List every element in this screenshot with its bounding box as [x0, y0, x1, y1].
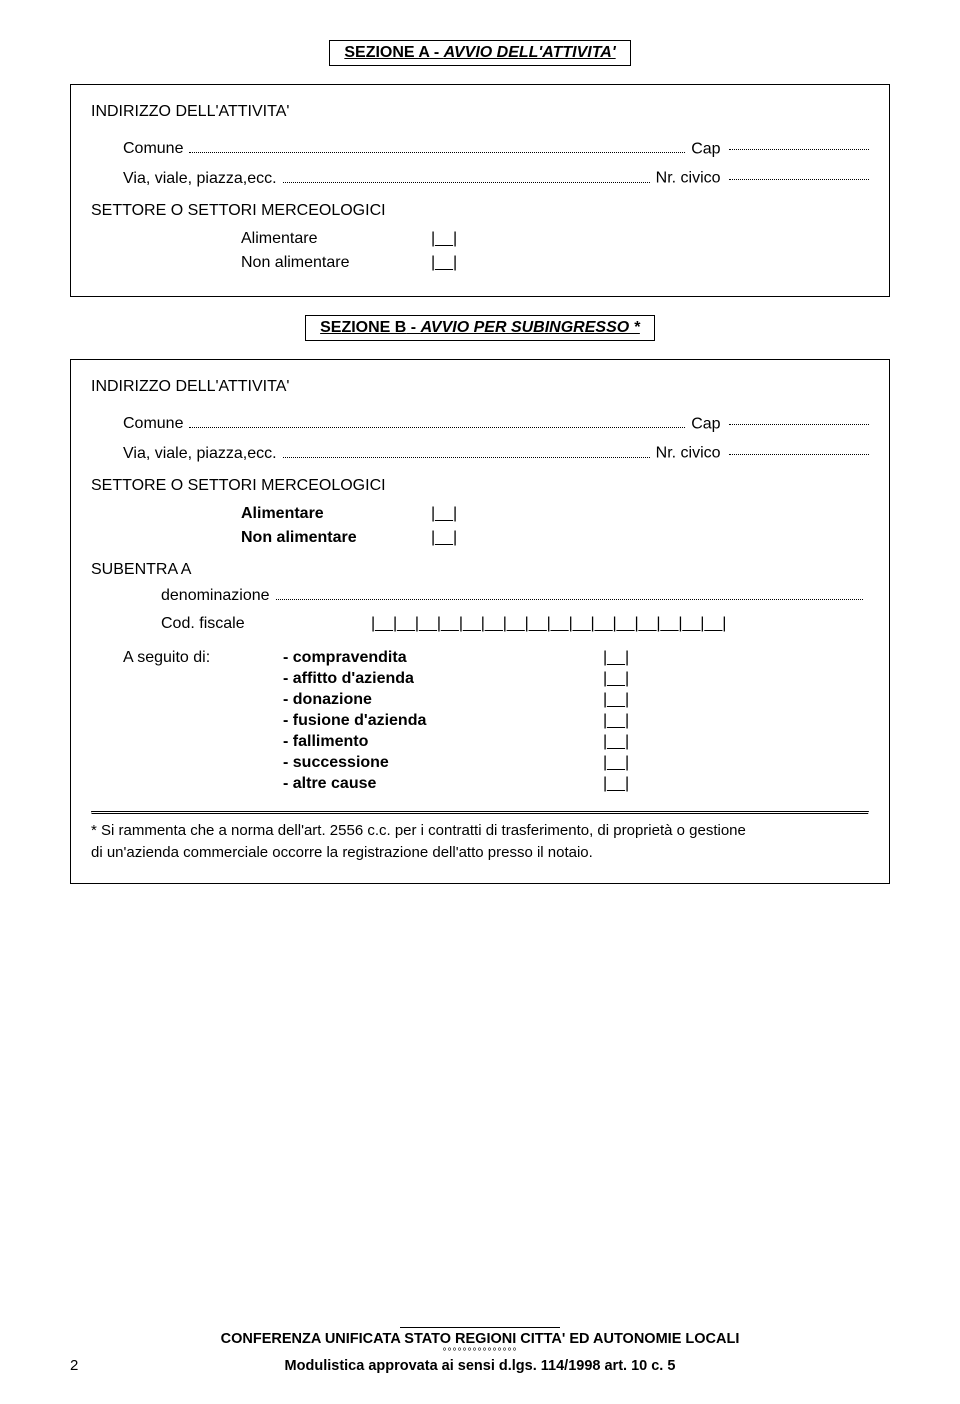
via-label-a: Via, viale, piazza,ecc. [123, 170, 277, 188]
item-affitto: - affitto d'azienda [283, 670, 603, 688]
cap-wrap-b: Cap [691, 410, 869, 433]
via-dots-b [283, 442, 650, 457]
checkbox-fusione[interactable]: |__| [603, 712, 629, 730]
item-fallimento: - fallimento [283, 733, 603, 751]
nonalimentare-checkbox-a[interactable]: |__| [431, 254, 457, 272]
nrcivico-dots-b [729, 439, 869, 454]
aseguito-label: A seguito di: [123, 649, 283, 667]
cap-label-a: Cap [691, 140, 720, 157]
nrcivico-wrap-b: Nr. civico [656, 439, 869, 462]
via-dots-a [283, 167, 650, 182]
comune-dots-a [189, 138, 685, 153]
section-b-title-wrap: SEZIONE B - AVVIO PER SUBINGRESSO * [70, 315, 890, 341]
cap-label-b: Cap [691, 415, 720, 432]
row-compravendita: A seguito di: - compravendita |__| [91, 649, 869, 667]
checkbox-successione[interactable]: |__| [603, 754, 629, 772]
alimentare-checkbox-b[interactable]: |__| [431, 505, 457, 523]
row-via-a: Via, viale, piazza,ecc. Nr. civico [91, 164, 869, 187]
denominazione-dots [276, 585, 863, 600]
alimentare-label-a: Alimentare [241, 230, 431, 248]
cap-dots-b [729, 410, 869, 425]
row-nonalimentare-a: Non alimentare |__| [91, 254, 869, 272]
checkbox-fallimento[interactable]: |__| [603, 733, 629, 751]
footer-degrees: °°°°°°°°°°°°°°° [70, 1347, 890, 1358]
comune-label-a: Comune [123, 140, 183, 158]
row-denominazione: denominazione [91, 585, 869, 605]
section-a-title-italic: AVVIO DELL'ATTIVITA' [444, 44, 616, 61]
checkbox-compravendita[interactable]: |__| [603, 649, 629, 667]
codfiscale-label: Cod. fiscale [161, 615, 371, 633]
row-fallimento: - fallimento |__| [91, 733, 869, 751]
footnote-line1: * Si rammenta che a norma dell'art. 2556… [91, 820, 869, 843]
row-successione: - successione |__| [91, 754, 869, 772]
alimentare-checkbox-a[interactable]: |__| [431, 230, 457, 248]
aseguito-block: A seguito di: - compravendita |__| - aff… [91, 649, 869, 793]
section-b-title-italic: AVVIO PER SUBINGRESSO * [421, 319, 640, 336]
codfiscale-boxes[interactable]: |__|__|__|__|__|__|__|__|__|__|__|__|__|… [371, 615, 726, 633]
nonalimentare-checkbox-b[interactable]: |__| [431, 529, 457, 547]
checkbox-affitto[interactable]: |__| [603, 670, 629, 688]
section-a-title-static: SEZIONE A [344, 44, 429, 61]
denominazione-label: denominazione [161, 587, 270, 605]
nrcivico-label-b: Nr. civico [656, 445, 721, 462]
subentra-label: SUBENTRA A [91, 561, 869, 579]
section-b-title-static: SEZIONE B [320, 319, 406, 336]
comune-label-b: Comune [123, 415, 183, 433]
section-a-title-wrap: SEZIONE A - AVVIO DELL'ATTIVITA' [70, 40, 890, 66]
item-donazione: - donazione [283, 691, 603, 709]
row-comune-b: Comune Cap [91, 410, 869, 433]
settore-heading-a: SETTORE O SETTORI MERCEOLOGICI [91, 202, 869, 220]
row-alimentare-a: Alimentare |__| [91, 230, 869, 248]
section-a-box: INDIRIZZO DELL'ATTIVITA' Comune Cap Via,… [70, 84, 890, 297]
nrcivico-wrap-a: Nr. civico [656, 164, 869, 187]
double-rule [91, 811, 869, 814]
item-successione: - successione [283, 754, 603, 772]
section-b-title-sep: - [406, 319, 420, 336]
row-fusione: - fusione d'azienda |__| [91, 712, 869, 730]
row-donazione: - donazione |__| [91, 691, 869, 709]
nrcivico-label-a: Nr. civico [656, 170, 721, 187]
page-number: 2 [70, 1357, 78, 1374]
section-a-heading: INDIRIZZO DELL'ATTIVITA' [91, 103, 869, 121]
section-a-title: SEZIONE A - AVVIO DELL'ATTIVITA' [329, 40, 630, 66]
footer-rule [400, 1327, 560, 1328]
nonalimentare-label-a: Non alimentare [241, 254, 431, 272]
settore-heading-b: SETTORE O SETTORI MERCEOLOGICI [91, 477, 869, 495]
row-alimentare-b: Alimentare |__| [91, 505, 869, 523]
section-a-title-sep: - [429, 44, 443, 61]
section-b-box: INDIRIZZO DELL'ATTIVITA' Comune Cap Via,… [70, 359, 890, 884]
section-b-title: SEZIONE B - AVVIO PER SUBINGRESSO * [305, 315, 655, 341]
row-nonalimentare-b: Non alimentare |__| [91, 529, 869, 547]
footer: CONFERENZA UNIFICATA STATO REGIONI CITTA… [70, 1327, 890, 1374]
page: SEZIONE A - AVVIO DELL'ATTIVITA' INDIRIZ… [0, 0, 960, 1404]
cap-wrap-a: Cap [691, 135, 869, 158]
row-affitto: - affitto d'azienda |__| [91, 670, 869, 688]
section-b-heading: INDIRIZZO DELL'ATTIVITA' [91, 378, 869, 396]
item-compravendita: - compravendita [283, 649, 603, 667]
footer-line1: CONFERENZA UNIFICATA STATO REGIONI CITTA… [70, 1331, 890, 1347]
comune-dots-b [189, 413, 685, 428]
checkbox-donazione[interactable]: |__| [603, 691, 629, 709]
checkbox-altre[interactable]: |__| [603, 775, 629, 793]
nrcivico-dots-a [729, 164, 869, 179]
item-fusione: - fusione d'azienda [283, 712, 603, 730]
cap-dots-a [729, 135, 869, 150]
item-altre: - altre cause [283, 775, 603, 793]
alimentare-label-b: Alimentare [241, 505, 431, 523]
nonalimentare-label-b: Non alimentare [241, 529, 431, 547]
row-via-b: Via, viale, piazza,ecc. Nr. civico [91, 439, 869, 462]
row-comune-a: Comune Cap [91, 135, 869, 158]
via-label-b: Via, viale, piazza,ecc. [123, 445, 277, 463]
footnote-line2: di un'azienda commerciale occorre la reg… [91, 842, 869, 865]
footer-line2: Modulistica approvata ai sensi d.lgs. 11… [70, 1358, 890, 1374]
row-altre: - altre cause |__| [91, 775, 869, 793]
row-codfiscale: Cod. fiscale |__|__|__|__|__|__|__|__|__… [91, 615, 869, 633]
footnote: * Si rammenta che a norma dell'art. 2556… [91, 820, 869, 865]
